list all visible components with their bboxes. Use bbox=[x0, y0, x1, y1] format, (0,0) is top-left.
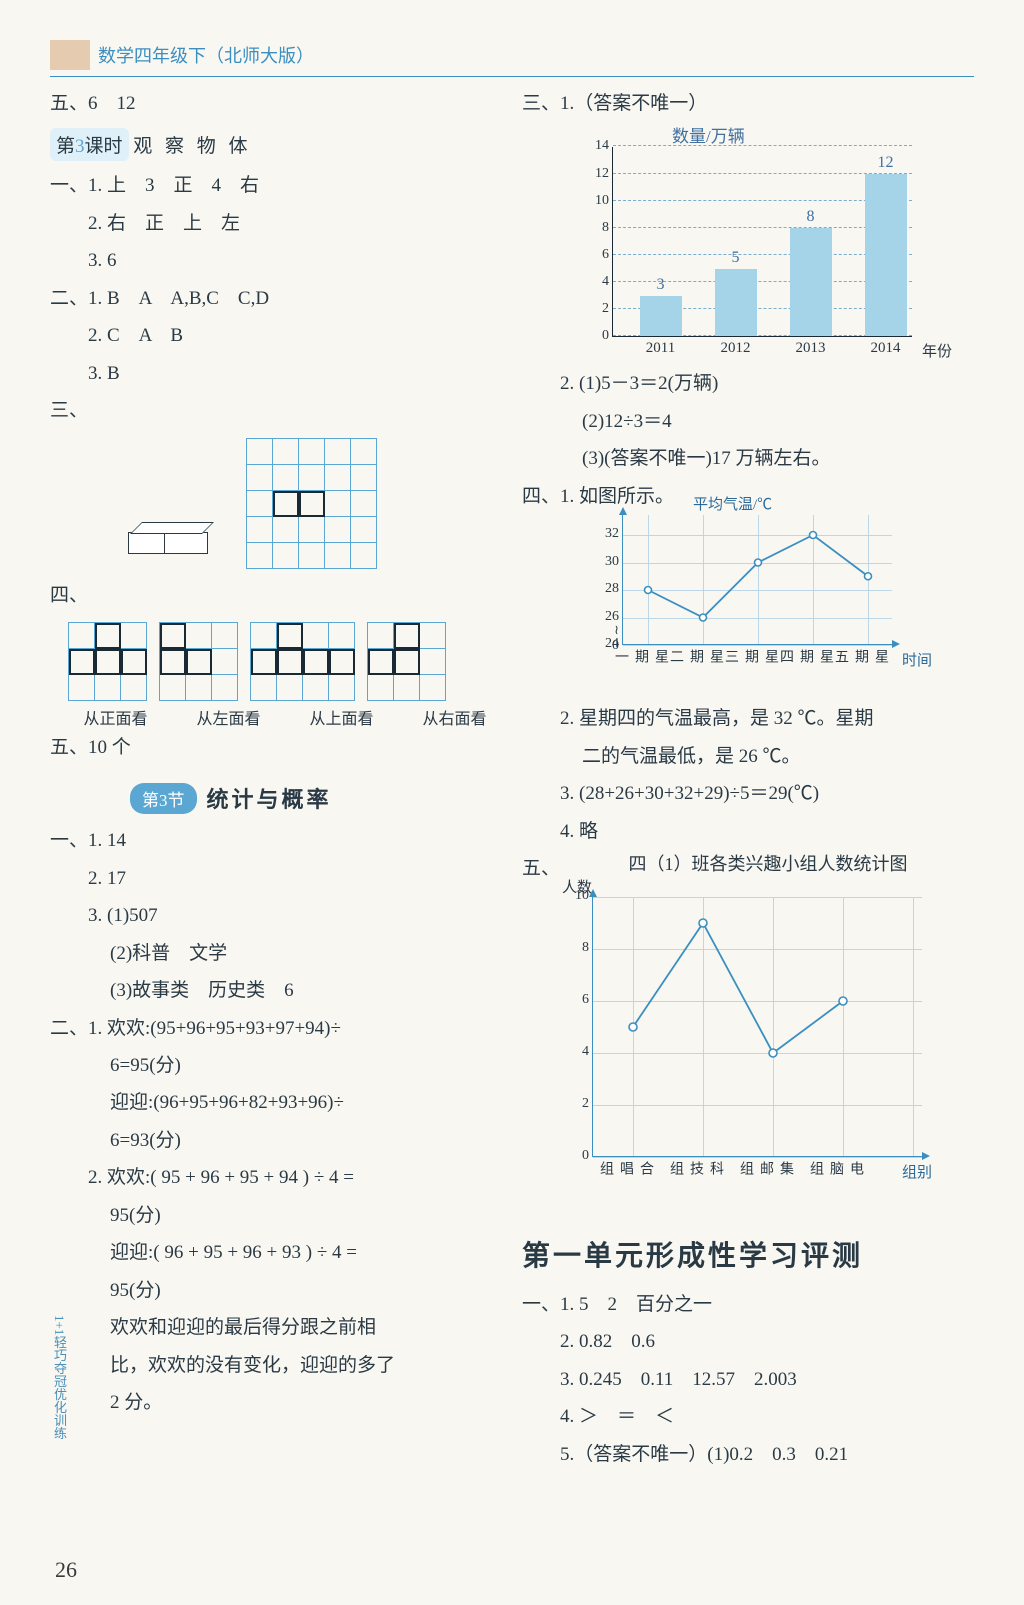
lesson-title: 观 察 物 体 bbox=[133, 136, 251, 157]
header-icon bbox=[50, 40, 90, 70]
section-title: 统计与概率 bbox=[207, 782, 332, 814]
page-header: 数学四年级下（北师大版） bbox=[50, 40, 974, 77]
view-label: 从正面看 bbox=[68, 705, 163, 729]
text-line: (3)(答案不唯一)17 万辆左右。 bbox=[522, 444, 974, 473]
content-columns: 五、6 12 第3课时 观 察 物 体 一、1. 上 3 正 4 右 2. 右 … bbox=[50, 85, 974, 1473]
left-column: 五、6 12 第3课时 观 察 物 体 一、1. 上 3 正 4 右 2. 右 … bbox=[50, 85, 502, 1473]
text-line: 一、1. 上 3 正 4 右 bbox=[50, 171, 502, 200]
grid-iso-and-squares bbox=[88, 438, 502, 569]
text-line: 二、1. B A A,B,C C,D bbox=[50, 284, 502, 313]
text-line: 一、1. 14 bbox=[50, 826, 502, 855]
view-labels: 从正面看 从左面看 从上面看 从右面看 bbox=[68, 705, 502, 729]
text-line: 6=93(分) bbox=[50, 1126, 502, 1155]
section-3-label: 三、 bbox=[50, 396, 502, 425]
view-label: 从左面看 bbox=[181, 705, 276, 729]
text-line: 迎迎:( 96 + 95 + 96 + 93 ) ÷ 4 = bbox=[50, 1238, 502, 1267]
view-grid bbox=[68, 622, 147, 701]
text-line: 95(分) bbox=[50, 1201, 502, 1230]
text-line: 3. 0.245 0.11 12.57 2.003 bbox=[522, 1365, 974, 1394]
section-4-label: 四、 bbox=[50, 581, 502, 610]
text-line: 4. ＞ ＝ ＜ bbox=[522, 1402, 974, 1431]
section-5-label: 五、 bbox=[522, 854, 562, 1208]
text-line: 迎迎:(96+95+96+82+93+96)÷ bbox=[50, 1088, 502, 1117]
section-badge: 第3节 统计与概率 bbox=[130, 782, 502, 814]
text-line: 95(分) bbox=[50, 1276, 502, 1305]
view-grid bbox=[250, 622, 355, 701]
text-line: 2. (1)5－3＝2(万辆) bbox=[522, 369, 974, 398]
lesson-prefix: 第 bbox=[56, 136, 75, 157]
text-line: 一、1. 5 2 百分之一 bbox=[522, 1290, 974, 1319]
unit-heading: 第一单元形成性学习评测 bbox=[522, 1234, 974, 1274]
text-line: 三、1.（答案不唯一） bbox=[522, 89, 974, 118]
text-line: 3. (1)507 bbox=[50, 901, 502, 930]
temperature-line-chart: 平均气温/℃ 时间 ≀02426283032星期一星期二星期三星期四星期五 bbox=[622, 515, 892, 645]
page-number: 26 bbox=[55, 1557, 77, 1583]
text-line: (3)故事类 历史类 6 bbox=[50, 976, 502, 1005]
interest-line-chart: 组别 0246810合唱组科技组集邮组电脑组 bbox=[592, 897, 922, 1157]
text-line: 欢欢和迎迎的最后得分跟之前相 bbox=[50, 1313, 502, 1342]
view-grid bbox=[159, 622, 238, 701]
text-line: 2 分。 bbox=[50, 1388, 502, 1417]
view-grid bbox=[367, 622, 446, 701]
isometric-cubes bbox=[128, 508, 218, 563]
text-line: 3. B bbox=[50, 359, 502, 388]
text-line: 3. (28+26+30+32+29)÷5＝29(℃) bbox=[522, 779, 974, 808]
lesson-suffix: 课时 bbox=[85, 136, 123, 157]
badge-text: 第3节 bbox=[130, 783, 197, 814]
interest-chart-ylabel: 人数 bbox=[562, 876, 974, 897]
lesson-tab: 第3课时 观 察 物 体 bbox=[50, 122, 502, 167]
interest-chart-xunit: 组别 bbox=[902, 1161, 932, 1182]
text-line: 五、10 个 bbox=[50, 733, 502, 762]
square-grid bbox=[246, 438, 377, 569]
header-title: 数学四年级下（北师大版） bbox=[98, 42, 314, 68]
text-line: 2. 星期四的气温最高，是 32 ℃。星期 bbox=[522, 704, 974, 733]
lesson-num: 3 bbox=[75, 136, 85, 157]
interest-chart-title: 四（1）班各类兴趣小组人数统计图 bbox=[562, 850, 974, 876]
text-line: 五、6 12 bbox=[50, 89, 502, 118]
text-line: 二的气温最低，是 26 ℃。 bbox=[522, 742, 974, 771]
right-column: 三、1.（答案不唯一） 数量/万辆 年份 0246810121432011520… bbox=[522, 85, 974, 1473]
text-line: 2. 右 正 上 左 bbox=[50, 209, 502, 238]
barchart-xunit: 年份 bbox=[922, 340, 952, 361]
four-views-grids bbox=[68, 622, 502, 701]
text-line: 二、1. 欢欢:(95+96+95+93+97+94)÷ bbox=[50, 1014, 502, 1043]
tempchart-xunit: 时间 bbox=[902, 649, 932, 670]
text-line: 2. 欢欢:( 95 + 96 + 95 + 94 ) ÷ 4 = bbox=[50, 1163, 502, 1192]
side-text: 1+1轻巧夺冠优化训练 bbox=[50, 1315, 69, 1515]
view-label: 从右面看 bbox=[407, 705, 502, 729]
text-line: 5.（答案不唯一）(1)0.2 0.3 0.21 bbox=[522, 1440, 974, 1469]
barchart-ylabel: 数量/万辆 bbox=[672, 122, 974, 147]
text-line: 2. 17 bbox=[50, 864, 502, 893]
text-line: 2. 0.82 0.6 bbox=[522, 1327, 974, 1356]
text-line: 3. 6 bbox=[50, 246, 502, 275]
text-line: 4. 略 bbox=[522, 817, 974, 846]
text-line: 6=95(分) bbox=[50, 1051, 502, 1080]
text-line: 2. C A B bbox=[50, 321, 502, 350]
bar-chart: 年份 02468101214320115201282013122014 bbox=[612, 147, 912, 337]
text-line: (2)科普 文学 bbox=[50, 939, 502, 968]
view-label: 从上面看 bbox=[294, 705, 389, 729]
text-line: (2)12÷3＝4 bbox=[522, 407, 974, 436]
tempchart-title: 平均气温/℃ bbox=[693, 493, 772, 514]
text-line: 比，欢欢的没有变化，迎迎的多了 bbox=[50, 1351, 502, 1380]
